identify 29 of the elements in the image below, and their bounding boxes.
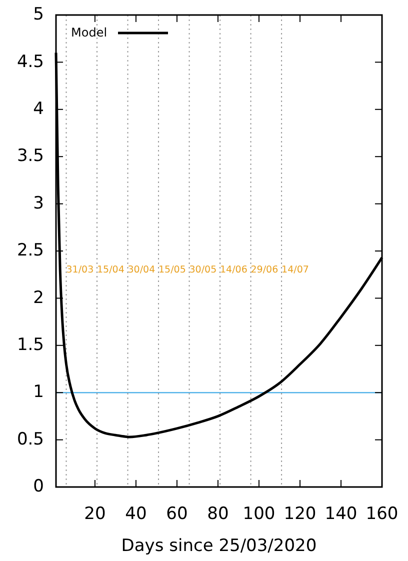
annotation: 30/05 [189,264,217,276]
annotation: 29/06 [250,264,278,276]
y-tick-label: 1 [33,382,44,402]
legend-label: Model [71,25,108,40]
y-tick-label: 1.5 [16,335,44,356]
annotation: 14/07 [282,264,309,276]
y-tick-label: 3 [33,193,44,214]
annotation: 15/04 [97,264,124,276]
x-tick-label: 40 [125,504,147,524]
x-tick-label: 100 [242,504,276,524]
y-tick-label: 4.5 [16,52,44,72]
y-tick-label: 5 [33,4,44,25]
x-tick-label: 20 [84,504,106,524]
x-tick-label: 80 [207,504,229,524]
y-tick-label: 0.5 [16,429,44,450]
x-tick-label: 120 [284,504,316,524]
x-tick-label: 160 [366,504,398,524]
annotation: 30/04 [128,264,156,276]
annotation: 14/06 [220,264,248,276]
y-tick-label: 2 [33,288,44,308]
annotation: 31/03 [66,264,94,276]
x-axis-title: Days since 25/03/2020 [121,536,317,556]
y-tick-label: 3.5 [16,146,44,166]
annotation: 15/05 [158,264,186,276]
x-tick-label: 60 [166,504,188,524]
y-tick-label: 4 [33,99,44,120]
x-tick-label: 140 [324,504,358,524]
y-tick-label: 0 [33,476,44,497]
y-tick-label: 2.5 [16,240,44,261]
